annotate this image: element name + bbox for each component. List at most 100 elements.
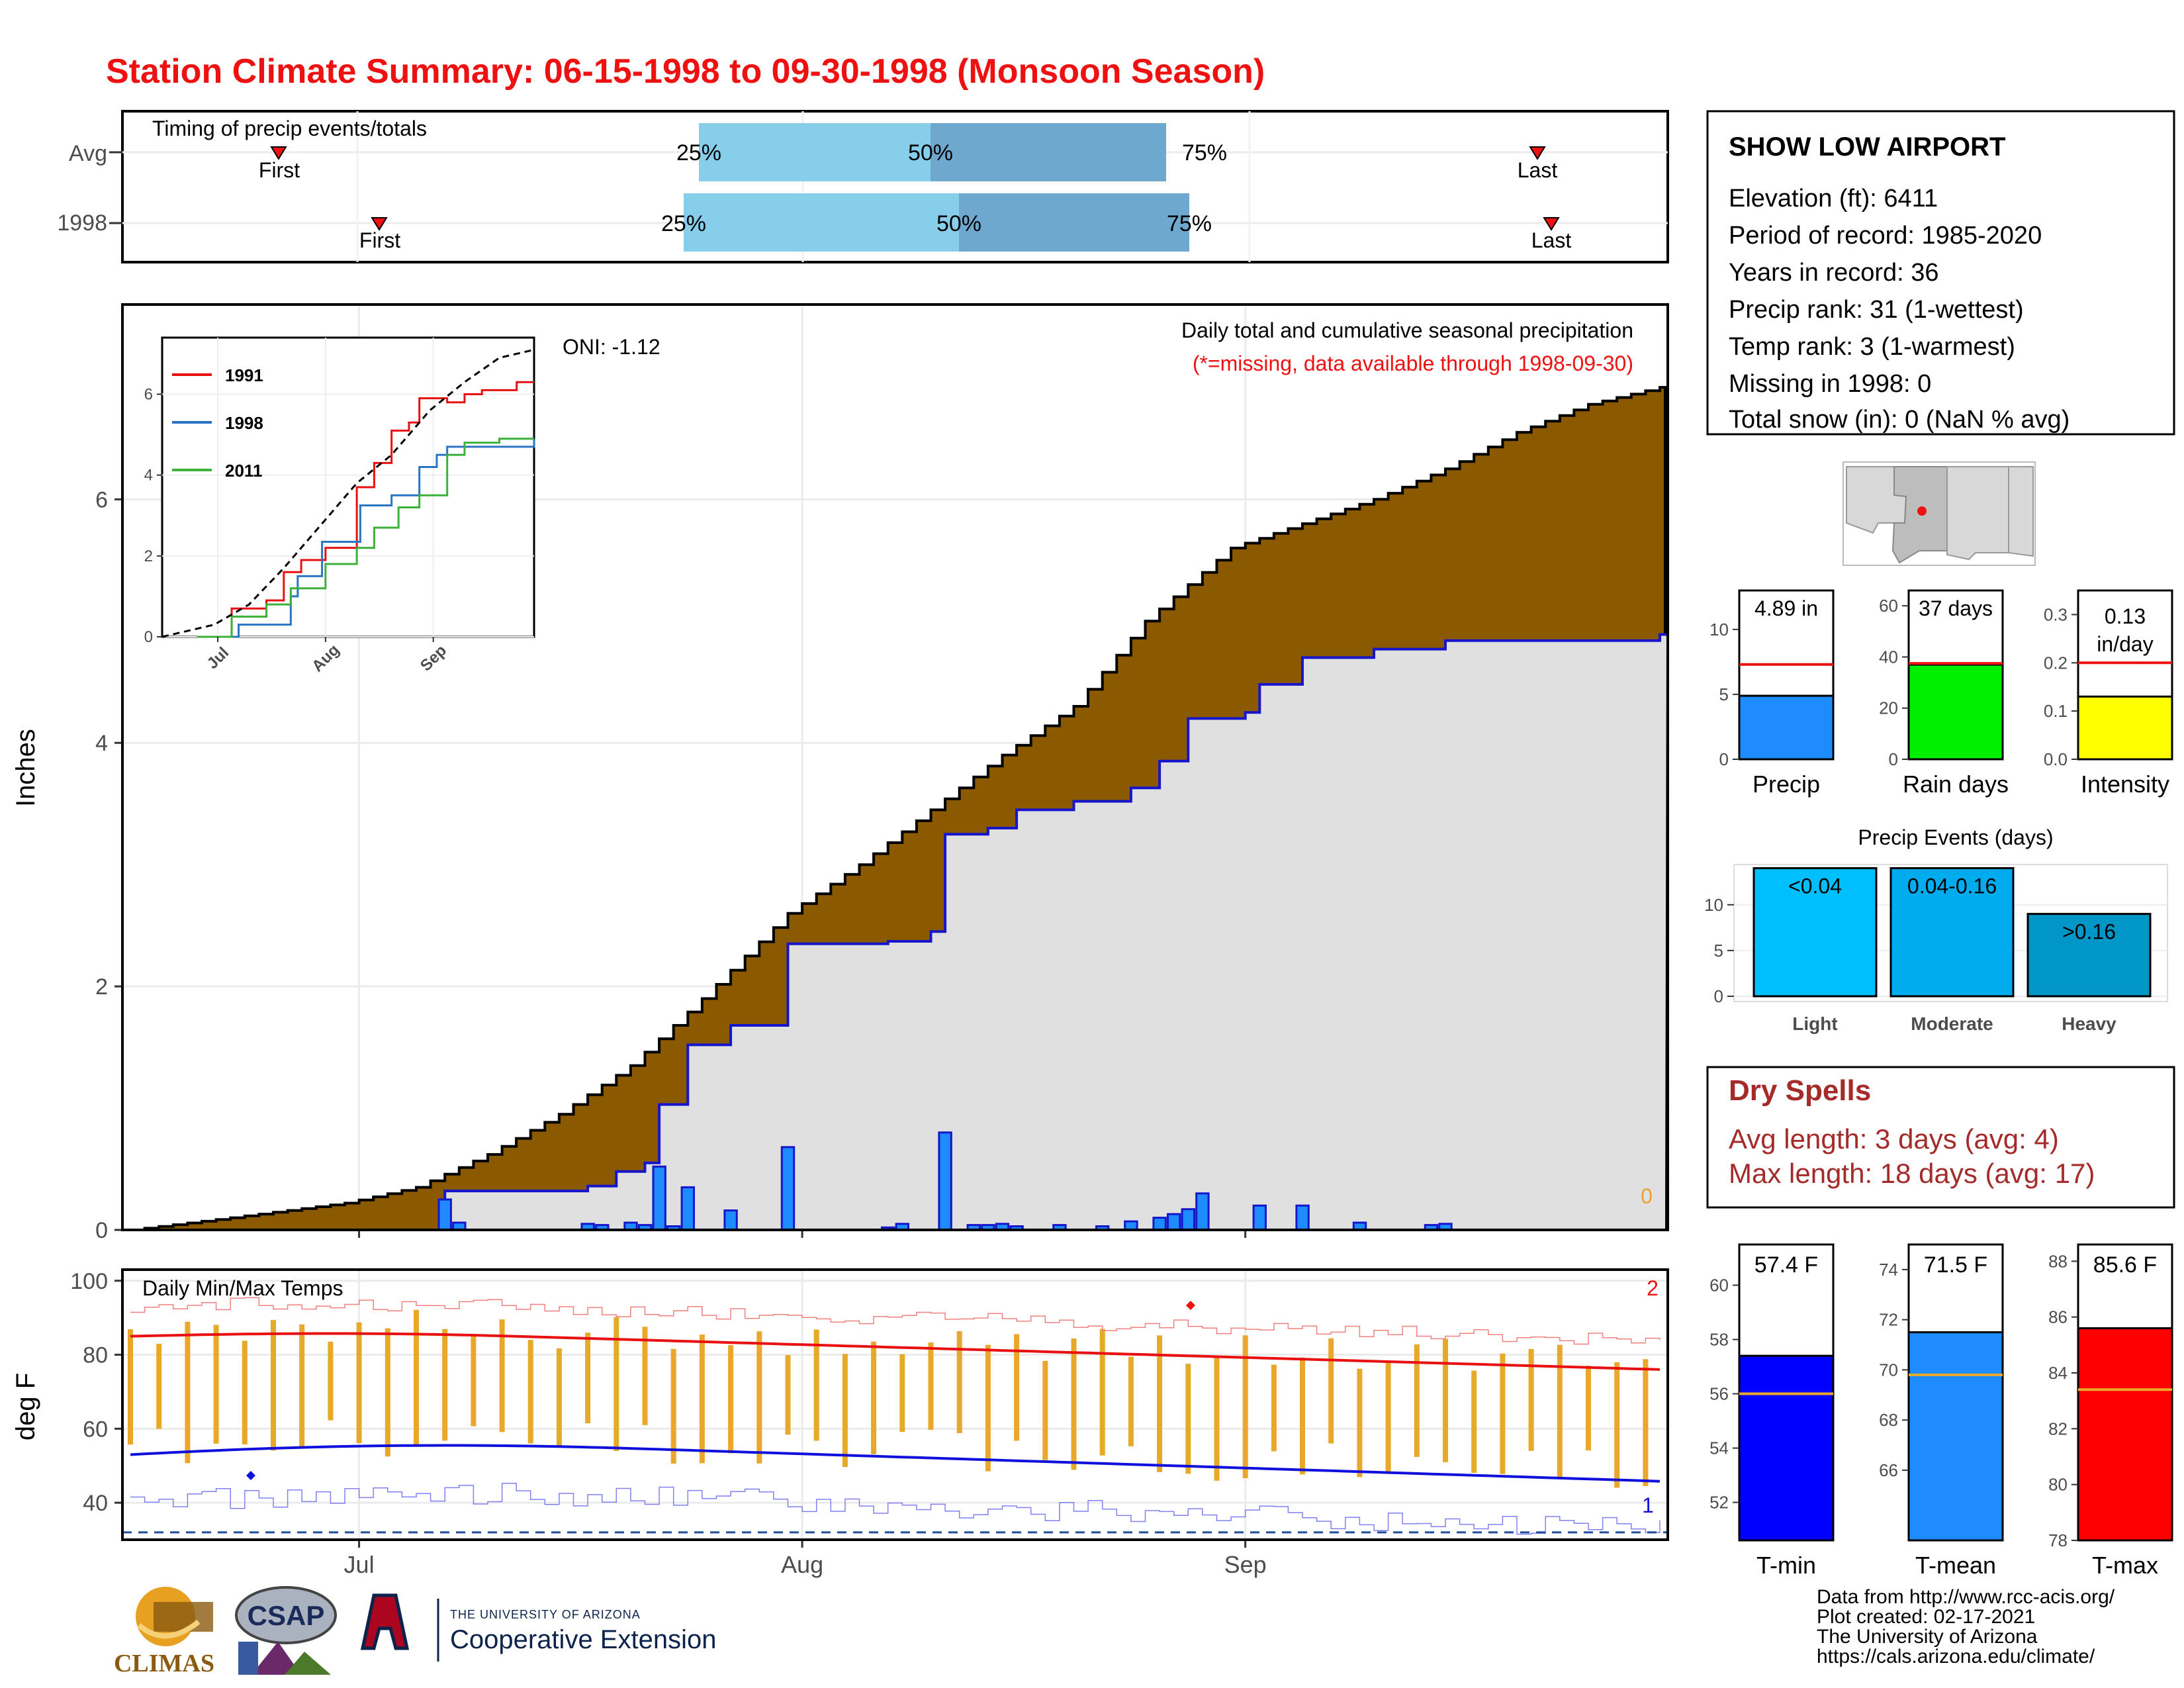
daily-precip-bar	[1152, 1217, 1167, 1231]
temp-range-bar	[756, 1331, 762, 1464]
footer-line: Plot created: 02-17-2021	[1817, 1606, 2035, 1628]
temp-range-bar	[1557, 1344, 1563, 1478]
temp-range-bar	[328, 1341, 334, 1421]
temp-range-bar	[442, 1329, 448, 1441]
temp-summary-t-max: 85.6 F 78 80 82 84 86 88 T-max	[2048, 1243, 2173, 1579]
ua-logo-small-text: THE UNIVERSITY OF ARIZONA	[450, 1608, 641, 1621]
cumulative-1998-line	[130, 633, 1666, 1231]
summary-bar-tick-label: 40	[1879, 647, 1898, 667]
cumulative-1998-area-shape	[130, 634, 1666, 1230]
temp-range-bar	[414, 1309, 419, 1446]
footer-line: The University of Arizona	[1817, 1626, 2038, 1648]
temp-summary-tick-label: 88	[2048, 1251, 2068, 1271]
quartile-box-50-75	[931, 123, 1166, 181]
inset-series-lines	[161, 348, 535, 638]
events-tick-label: 5	[1714, 941, 1723, 961]
y-tick-label: 0	[95, 1218, 108, 1243]
legend-entry: 2011	[225, 461, 262, 481]
precip-event-category: Moderate	[1911, 1013, 1993, 1034]
main-caption: Daily total and cumulative seasonal prec…	[1181, 318, 1633, 342]
inset-y-tick-label: 6	[144, 386, 153, 404]
temp-range-bar	[213, 1325, 219, 1444]
first-event-marker	[371, 217, 388, 231]
quartile-75-label: 75%	[1167, 211, 1212, 236]
temp-range-bar	[1500, 1353, 1506, 1474]
dry-spells-avg-length: Avg length: 3 days (avg: 4)	[1729, 1123, 2059, 1154]
temp-range-bar	[1242, 1335, 1248, 1478]
daily-precip-bar	[652, 1165, 666, 1231]
temp-range-bar	[556, 1348, 562, 1446]
temp-range-bar	[585, 1333, 591, 1424]
temp-summary-tick-label: 70	[1879, 1360, 1898, 1380]
temp-range-bar	[356, 1322, 362, 1444]
cumulative-1998-area	[130, 633, 1666, 1231]
quartile-box-25-50	[699, 123, 931, 181]
last-event-marker	[1529, 146, 1546, 160]
precip-event-category: Light	[1792, 1013, 1837, 1034]
precip-event-bar	[1752, 867, 1878, 998]
legend-entry: 1998	[225, 413, 263, 433]
summary-bar-tick-label: 0.3	[2044, 604, 2068, 624]
temp-x-tick-label: Jul	[344, 1551, 375, 1578]
main-y-axis: 0 2 4 6	[95, 487, 1247, 1243]
quartile-box-25-50	[684, 193, 959, 252]
temp-range-bar	[728, 1345, 734, 1454]
inset-series-line	[161, 348, 535, 638]
station-info-line: Temp rank: 3 (1-warmest)	[1729, 333, 2015, 361]
temp-range-bar	[642, 1327, 648, 1425]
quartile-25-label: 25%	[661, 211, 706, 236]
temp-range-bar	[1614, 1362, 1620, 1488]
summary-bar-tick-label: 60	[1879, 596, 1898, 616]
summary-bar-value	[1907, 663, 2004, 761]
summary-bar-tick-label: 10	[1709, 620, 1729, 639]
summary-bar-tick-label: 20	[1879, 698, 1898, 718]
last-event-label: Last	[1531, 228, 1572, 252]
precip-event-bar-label: <0.04	[1788, 874, 1842, 898]
temp-range-bar	[899, 1354, 905, 1432]
quartile-25-label: 25%	[676, 140, 721, 165]
temp-range-bar	[185, 1321, 191, 1464]
daily-precip-bar	[437, 1198, 452, 1231]
precip-event-moderate: 0.04-0.16 Moderate	[1889, 867, 2015, 1034]
logos: CLIMAS CSAP THE UNIVERSITY OF ARIZONA Co…	[114, 1586, 716, 1677]
summary-bar-tick-label: 5	[1719, 684, 1729, 704]
temp-range-bar	[1099, 1329, 1105, 1456]
legend-entry: 1991	[225, 365, 263, 385]
temp-x-axis: Jul Aug Sep	[344, 1540, 1267, 1578]
temp-summary-t-min: 57.4 F 52 54 56 58 60 T-min	[1709, 1243, 1835, 1579]
summary-bar-precip: 4.89 in 0 5 10 Precip	[1709, 589, 1835, 798]
temp-range-bar	[1185, 1364, 1191, 1474]
daily-temp-range-bars	[128, 1309, 1649, 1488]
inset-series-line	[197, 438, 534, 638]
temp-range-bar	[614, 1317, 619, 1451]
summary-bar-tick-label: 0.2	[2044, 653, 2068, 673]
temp-panel-label: Daily Min/Max Temps	[142, 1276, 343, 1300]
temp-summary-tick-label: 68	[1879, 1410, 1898, 1430]
station-info-line: Elevation (ft): 6411	[1729, 185, 1938, 212]
university-of-arizona-logo: THE UNIVERSITY OF ARIZONA Cooperative Ex…	[360, 1593, 716, 1662]
record-max-line	[130, 1297, 1661, 1345]
timing-row-avg: Avg 25% 50% 75% First Last	[69, 123, 1557, 182]
timing-panel: Timing of precip events/totals Avg 25% 5…	[57, 110, 1669, 263]
inset-y-tick-label: 2	[144, 547, 153, 565]
max-record-count: 2	[1647, 1276, 1659, 1300]
temp-range-bar	[1071, 1338, 1077, 1470]
temp-y-axis-label: deg F	[11, 1373, 40, 1440]
temp-y-tick-label: 100	[70, 1269, 108, 1294]
daily-precip-bar	[780, 1146, 796, 1231]
temp-summary-tick-label: 82	[2048, 1419, 2068, 1438]
timing-row-label: 1998	[57, 211, 107, 236]
seasonal-summary-bars: 4.89 in 0 5 10 Precip 37 days 0 20 40 60 Rain days…	[1709, 589, 2173, 798]
record-min-marker	[246, 1471, 255, 1480]
temp-summary-tick-label: 86	[2048, 1307, 2068, 1327]
temp-range-bar	[1128, 1356, 1134, 1446]
precip-event-bar-label: 0.04-0.16	[1907, 874, 1997, 898]
missing-count: 0	[1641, 1184, 1653, 1208]
timing-row-1998: 1998 25% 50% 75% First Last	[57, 193, 1571, 252]
last-event-marker	[1543, 217, 1560, 231]
temp-lines	[122, 1297, 1668, 1535]
temp-summary-value	[1907, 1331, 2004, 1542]
quartile-50-label: 50%	[908, 140, 953, 165]
daily-precip-bar	[1295, 1204, 1310, 1231]
